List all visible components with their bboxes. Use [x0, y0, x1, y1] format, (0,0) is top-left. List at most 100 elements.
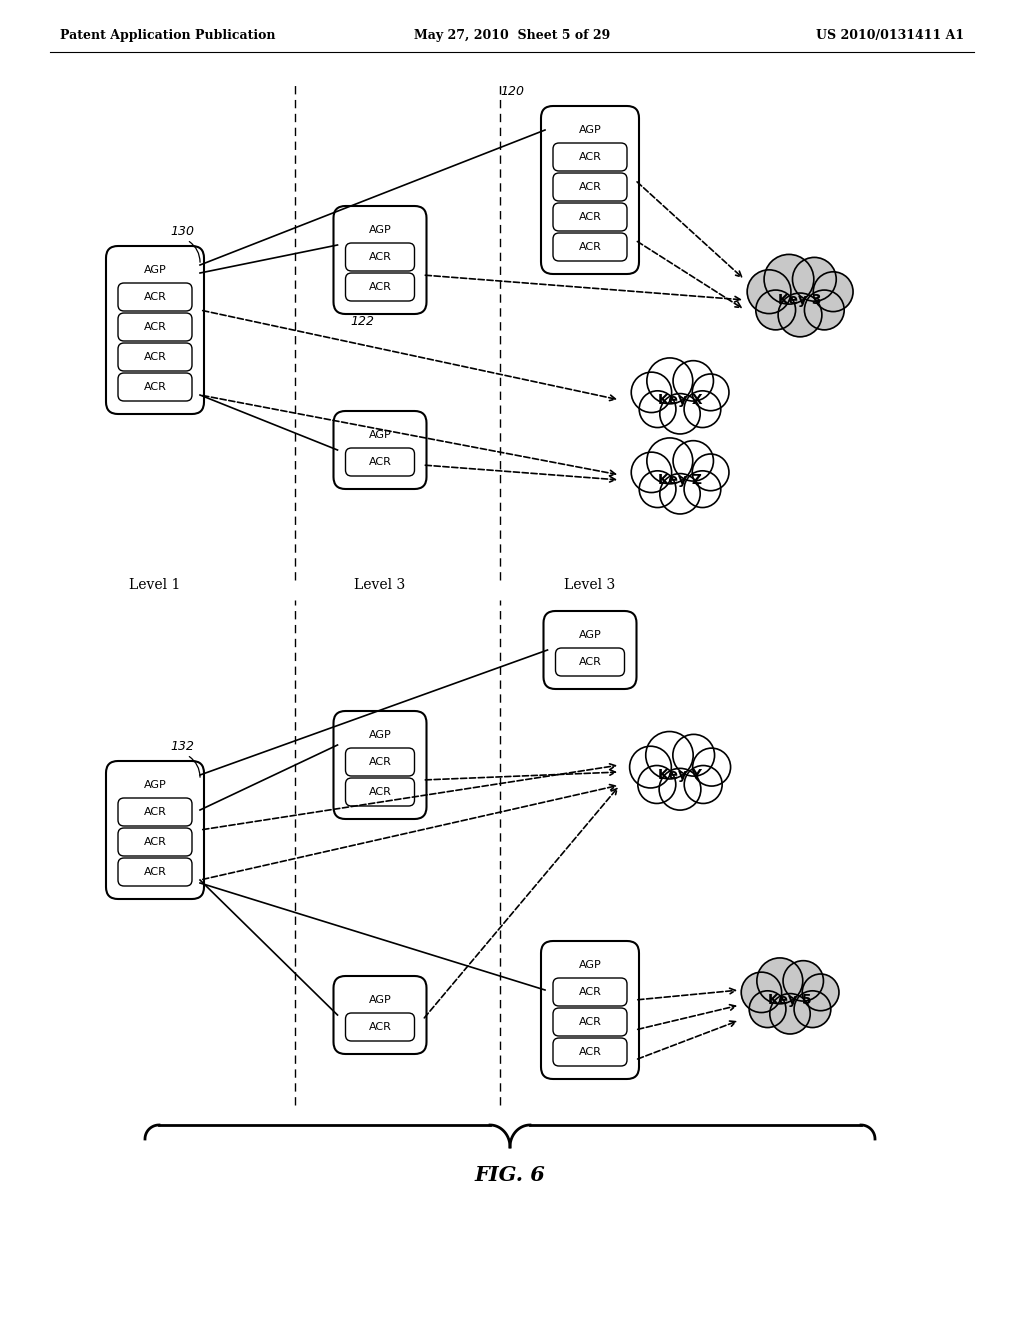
FancyBboxPatch shape: [118, 343, 193, 371]
Circle shape: [692, 454, 729, 491]
Circle shape: [631, 453, 672, 492]
Text: AGP: AGP: [143, 265, 166, 275]
Circle shape: [778, 293, 822, 337]
Text: ACR: ACR: [579, 1016, 601, 1027]
Circle shape: [647, 358, 693, 404]
FancyBboxPatch shape: [541, 941, 639, 1078]
Circle shape: [794, 991, 830, 1027]
Text: ACR: ACR: [143, 352, 167, 362]
Text: Key X: Key X: [657, 393, 702, 407]
Text: Key Z: Key Z: [658, 473, 702, 487]
FancyBboxPatch shape: [345, 273, 415, 301]
Text: ACR: ACR: [579, 242, 601, 252]
Text: ACR: ACR: [579, 182, 601, 191]
FancyBboxPatch shape: [334, 206, 427, 314]
Text: 132: 132: [170, 741, 194, 752]
Text: ACR: ACR: [143, 292, 167, 302]
Circle shape: [684, 766, 722, 804]
FancyBboxPatch shape: [345, 1012, 415, 1041]
Text: Key 3: Key 3: [778, 293, 821, 308]
Text: Key Y: Key Y: [658, 768, 702, 781]
FancyBboxPatch shape: [334, 411, 427, 488]
Text: 120: 120: [500, 84, 524, 98]
Circle shape: [692, 374, 729, 411]
Text: ACR: ACR: [369, 282, 391, 292]
Circle shape: [631, 372, 672, 413]
Text: 122: 122: [350, 315, 374, 327]
Circle shape: [659, 474, 700, 513]
Text: ACR: ACR: [143, 867, 167, 876]
Text: Key 5: Key 5: [768, 993, 812, 1007]
FancyBboxPatch shape: [541, 106, 639, 275]
FancyBboxPatch shape: [553, 978, 627, 1006]
Text: AGP: AGP: [579, 125, 601, 135]
FancyBboxPatch shape: [553, 1038, 627, 1067]
Circle shape: [646, 731, 693, 779]
FancyBboxPatch shape: [555, 648, 625, 676]
FancyBboxPatch shape: [345, 748, 415, 776]
Text: Patent Application Publication: Patent Application Publication: [60, 29, 275, 41]
Text: ACR: ACR: [369, 787, 391, 797]
Circle shape: [673, 734, 715, 776]
Text: ACR: ACR: [579, 1047, 601, 1057]
Text: ACR: ACR: [579, 213, 601, 222]
Text: ACR: ACR: [369, 756, 391, 767]
Text: ACR: ACR: [369, 457, 391, 467]
Circle shape: [639, 391, 676, 428]
FancyBboxPatch shape: [345, 243, 415, 271]
FancyBboxPatch shape: [553, 143, 627, 172]
Circle shape: [647, 438, 693, 484]
FancyBboxPatch shape: [118, 374, 193, 401]
Circle shape: [638, 766, 676, 804]
Text: AGP: AGP: [369, 224, 391, 235]
Text: ACR: ACR: [579, 152, 601, 162]
Circle shape: [741, 972, 781, 1012]
Circle shape: [793, 257, 837, 301]
Text: ACR: ACR: [369, 252, 391, 261]
Circle shape: [684, 471, 721, 507]
Text: AGP: AGP: [369, 730, 391, 741]
Text: ACR: ACR: [143, 381, 167, 392]
Text: Level 1: Level 1: [129, 578, 180, 591]
Text: Level 3: Level 3: [354, 578, 406, 591]
Circle shape: [805, 290, 844, 330]
Text: ACR: ACR: [143, 837, 167, 847]
Circle shape: [673, 360, 714, 401]
Circle shape: [764, 255, 814, 304]
Circle shape: [692, 748, 730, 787]
FancyBboxPatch shape: [334, 975, 427, 1053]
Text: AGP: AGP: [579, 630, 601, 640]
Circle shape: [659, 393, 700, 434]
Circle shape: [802, 974, 839, 1011]
Circle shape: [630, 746, 672, 788]
Text: AGP: AGP: [579, 960, 601, 970]
FancyBboxPatch shape: [553, 203, 627, 231]
Circle shape: [750, 991, 786, 1027]
FancyBboxPatch shape: [118, 282, 193, 312]
FancyBboxPatch shape: [118, 828, 193, 855]
Text: US 2010/0131411 A1: US 2010/0131411 A1: [816, 29, 964, 41]
Circle shape: [813, 272, 853, 312]
Circle shape: [639, 471, 676, 507]
Text: ACR: ACR: [143, 322, 167, 333]
Text: AGP: AGP: [369, 430, 391, 440]
Circle shape: [673, 441, 714, 480]
Text: AGP: AGP: [369, 995, 391, 1005]
Circle shape: [783, 961, 823, 1001]
Text: ACR: ACR: [579, 987, 601, 997]
Circle shape: [748, 269, 791, 314]
FancyBboxPatch shape: [345, 447, 415, 477]
FancyBboxPatch shape: [544, 611, 637, 689]
Text: May 27, 2010  Sheet 5 of 29: May 27, 2010 Sheet 5 of 29: [414, 29, 610, 41]
Text: 130: 130: [170, 224, 194, 238]
FancyBboxPatch shape: [553, 1008, 627, 1036]
Circle shape: [757, 958, 803, 1003]
Text: Level 3: Level 3: [564, 578, 615, 591]
FancyBboxPatch shape: [106, 762, 204, 899]
Text: AGP: AGP: [143, 780, 166, 789]
FancyBboxPatch shape: [553, 234, 627, 261]
Circle shape: [756, 290, 796, 330]
FancyBboxPatch shape: [553, 173, 627, 201]
Circle shape: [659, 768, 700, 810]
Text: ACR: ACR: [369, 1022, 391, 1032]
